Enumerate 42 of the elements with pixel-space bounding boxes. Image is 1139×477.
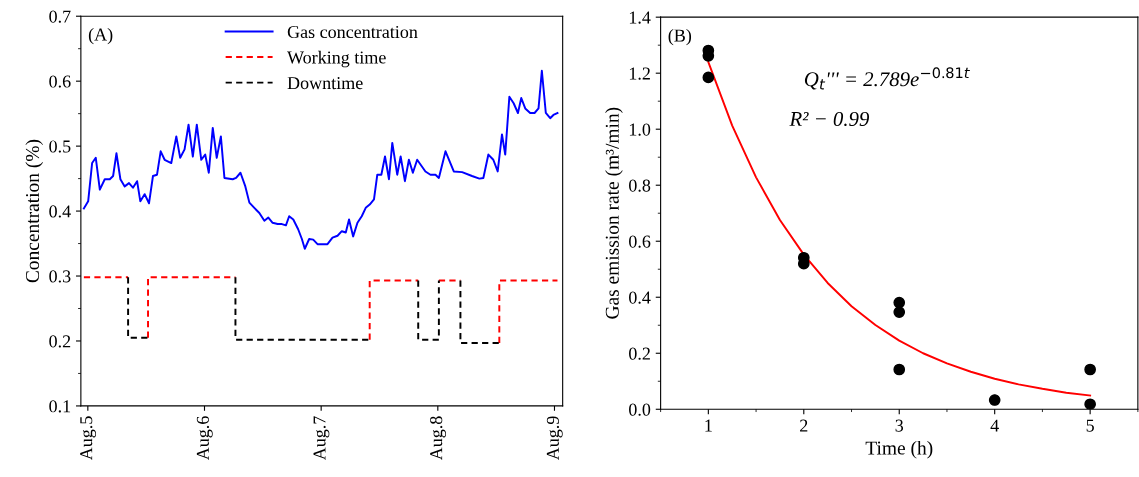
y-tick-label: 0.8	[629, 179, 651, 192]
legend-label: Gas concentration	[287, 25, 418, 39]
y-tick-label: 0.1	[49, 400, 71, 413]
y-tick-label: 0.0	[629, 403, 651, 416]
annotation: R² − 0.99	[789, 111, 870, 127]
x-tick-label: Aug.7	[313, 416, 330, 461]
y-tick-label: 0.2	[629, 347, 650, 360]
annotation: Q$_{t}$''' = 2.789e$^{−0.81t}$	[804, 67, 970, 90]
point	[1084, 363, 1096, 376]
y-tick-label: 1.2	[629, 67, 650, 80]
x-tick-label: Aug.6	[196, 416, 213, 461]
point	[1084, 398, 1096, 410]
x-tick-label: 2	[800, 419, 808, 432]
x-axis-title: Time (h)	[865, 440, 933, 459]
point	[893, 306, 906, 318]
y-tick-label: 0.4	[629, 291, 651, 304]
point	[988, 394, 1001, 406]
y-tick-label: 0.2	[49, 335, 71, 348]
x-tick-label: Aug.9	[546, 416, 563, 461]
x-tick-label: 5	[1086, 419, 1094, 432]
x-tick-label: 4	[990, 419, 999, 432]
legend-label: Downtime	[287, 77, 363, 90]
y-tick-label: 1.0	[629, 123, 651, 136]
y-tick-label: 0.3	[49, 270, 71, 283]
x-tick-label: Aug.8	[430, 416, 447, 461]
point	[893, 363, 906, 376]
x-tick-label: 3	[895, 419, 904, 432]
y-axis-title: Concentration (%)	[25, 139, 44, 283]
y-axis-title: Gas emission rate (m³/min)	[605, 107, 623, 319]
y-tick-label: 0.7	[49, 10, 71, 23]
y-tick-label: 0.4	[49, 205, 71, 218]
point	[702, 71, 715, 84]
y-tick-label: 1.4	[629, 11, 651, 24]
annotation: (B)	[668, 28, 692, 46]
point	[893, 296, 906, 309]
y-tick-label: 0.5	[49, 140, 71, 153]
y-tick-label: 0.6	[49, 75, 71, 88]
annotation: (A)	[88, 27, 113, 45]
legend-label: Working time	[287, 50, 386, 68]
x-tick-label: Aug.5	[80, 416, 97, 461]
y-tick-label: 0.6	[629, 235, 651, 248]
x-tick-label: 1	[705, 419, 712, 432]
